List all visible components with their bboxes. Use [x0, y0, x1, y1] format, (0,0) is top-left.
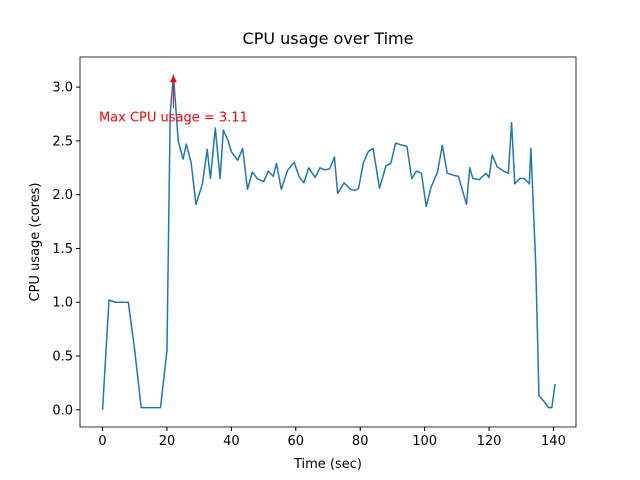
x-tick-label: 0 [98, 434, 106, 449]
y-tick-label: 0.0 [52, 403, 73, 418]
annotation-text: Max CPU usage = 3.11 [99, 110, 248, 125]
x-tick-label: 20 [159, 434, 176, 449]
y-tick-label: 3.0 [52, 81, 73, 96]
plot-frame [79, 56, 577, 428]
x-tick-label: 80 [352, 434, 369, 449]
y-tick-label: 1.0 [52, 296, 73, 311]
y-tick-label: 1.5 [52, 242, 73, 257]
x-axis-label: Time (sec) [293, 457, 362, 472]
y-tick-label: 2.0 [52, 188, 73, 203]
y-tick-label: 2.5 [52, 134, 73, 149]
y-axis-label: CPU usage (cores) [28, 183, 43, 302]
x-tick-label: 120 [477, 434, 502, 449]
x-tick-label: 40 [223, 434, 240, 449]
chart-title: CPU usage over Time [243, 29, 414, 48]
x-tick-label: 100 [412, 434, 437, 449]
y-tick-label: 0.5 [52, 350, 73, 365]
x-tick-label: 60 [288, 434, 305, 449]
annotation-arrowhead [169, 75, 177, 83]
data-line [101, 74, 556, 410]
x-tick-label: 140 [541, 434, 566, 449]
